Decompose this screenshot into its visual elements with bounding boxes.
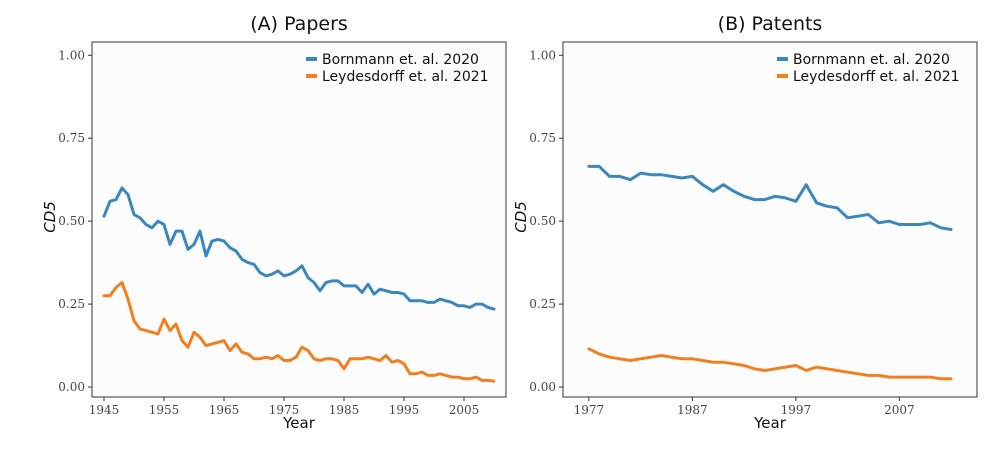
x-axis-label: Year xyxy=(282,414,316,432)
y-tick-label: 0.25 xyxy=(529,297,556,311)
y-tick-label: 0.75 xyxy=(58,131,85,145)
x-tick-label: 1985 xyxy=(329,403,360,417)
x-tick-label: 1965 xyxy=(209,403,240,417)
chart-title: (B) Patents xyxy=(718,13,823,35)
x-tick-label: 2005 xyxy=(449,403,480,417)
plot-area xyxy=(91,41,507,398)
legend-label: Leydesdorff et. al. 2021 xyxy=(322,69,489,85)
x-tick-label: 1975 xyxy=(269,403,300,417)
y-tick-label: 1.00 xyxy=(529,48,556,62)
plot-area xyxy=(562,41,978,398)
x-tick-label: 1945 xyxy=(89,403,120,417)
series-line-leydesdorff xyxy=(587,347,953,381)
y-tick-label: 1.00 xyxy=(58,48,85,62)
y-axis-label: CD5 xyxy=(512,201,530,233)
y-tick-label: 0.50 xyxy=(58,214,85,228)
y-axis-label: CD5 xyxy=(41,201,59,233)
series-line-bornmann xyxy=(587,164,953,231)
chart-title: (A) Papers xyxy=(250,13,348,35)
panel-patents: (B) Patents Year CD5 1977 1987 1997 2007 0.0… xyxy=(512,13,978,432)
x-tick-label: 1977 xyxy=(574,403,605,417)
series-line-bornmann xyxy=(102,186,496,311)
x-tick-label: 2007 xyxy=(884,403,915,417)
x-tick-label: 1987 xyxy=(677,403,708,417)
legend-label: Bornmann et. al. 2020 xyxy=(793,52,950,68)
x-tick-label: 1955 xyxy=(149,403,180,417)
x-axis-label: Year xyxy=(753,414,787,432)
x-tick-label: 1995 xyxy=(389,403,420,417)
legend-label: Bornmann et. al. 2020 xyxy=(322,52,479,68)
legend-label: Leydesdorff et. al. 2021 xyxy=(793,69,960,85)
y-tick-label: 0.00 xyxy=(58,380,85,394)
y-tick-label: 0.00 xyxy=(529,380,556,394)
y-tick-label: 0.50 xyxy=(529,214,556,228)
panel-papers: (A) Papers Year CD5 1945 1955 1965 1975 1985… xyxy=(41,13,507,432)
y-tick-label: 0.25 xyxy=(58,297,85,311)
y-tick-label: 0.75 xyxy=(529,131,556,145)
series-line-leydesdorff xyxy=(102,281,496,383)
x-tick-label: 1997 xyxy=(781,403,812,417)
